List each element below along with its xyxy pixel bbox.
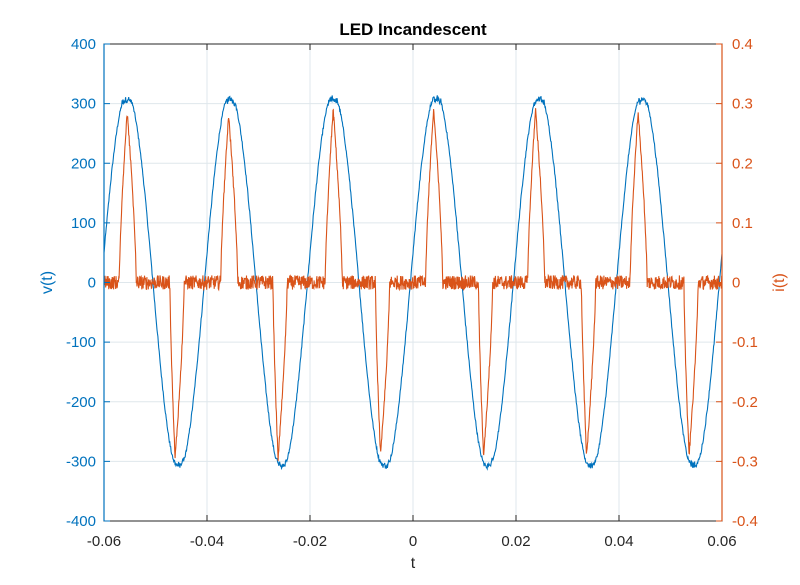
y-right-tick-label: -0.1 [732, 334, 758, 351]
x-tick-label: 0 [409, 533, 417, 550]
x-tick-label: -0.04 [190, 533, 224, 550]
y-left-tick-label: 0 [88, 275, 96, 292]
y-right-tick-label: -0.2 [732, 394, 758, 411]
y-right-tick-label: 0.2 [732, 155, 753, 172]
y-left-tick-label: -200 [66, 394, 96, 411]
x-tick-label: -0.02 [293, 533, 327, 550]
y-right-tick-label: 0 [732, 275, 740, 292]
y-left-tick-label: 200 [71, 155, 96, 172]
y-left-tick-label: 100 [71, 215, 96, 232]
y-right-tick-label: -0.4 [732, 513, 758, 530]
plot-area [103, 95, 723, 471]
x-axis-label: t [411, 555, 416, 572]
x-tick-label: 0.02 [501, 533, 530, 550]
y-left-tick-label: -100 [66, 334, 96, 351]
y-axis-label-left: v(t) [39, 271, 56, 294]
x-tick-label: 0.04 [604, 533, 633, 550]
chart-title: LED Incandescent [339, 20, 487, 39]
voltage-series-line [103, 95, 723, 471]
y-right-tick-label: 0.3 [732, 96, 753, 113]
y-left-tick-label: 400 [71, 36, 96, 53]
current-series-line [103, 108, 723, 461]
y-right-tick-label: -0.3 [732, 453, 758, 470]
y-left-tick-label: 300 [71, 96, 96, 113]
y-left-tick-label: -300 [66, 453, 96, 470]
x-tick-label: 0.06 [707, 533, 736, 550]
x-tick-label: -0.06 [87, 533, 121, 550]
y-right-tick-label: 0.4 [732, 36, 753, 53]
y-left-tick-label: -400 [66, 513, 96, 530]
tick-marks: -0.06 -0.04 -0.02 0 0.02 0.04 0.06 400 300 200 100… [66, 36, 758, 550]
y-axis-label-right: i(t) [771, 273, 788, 292]
y-right-tick-label: 0.1 [732, 215, 753, 232]
